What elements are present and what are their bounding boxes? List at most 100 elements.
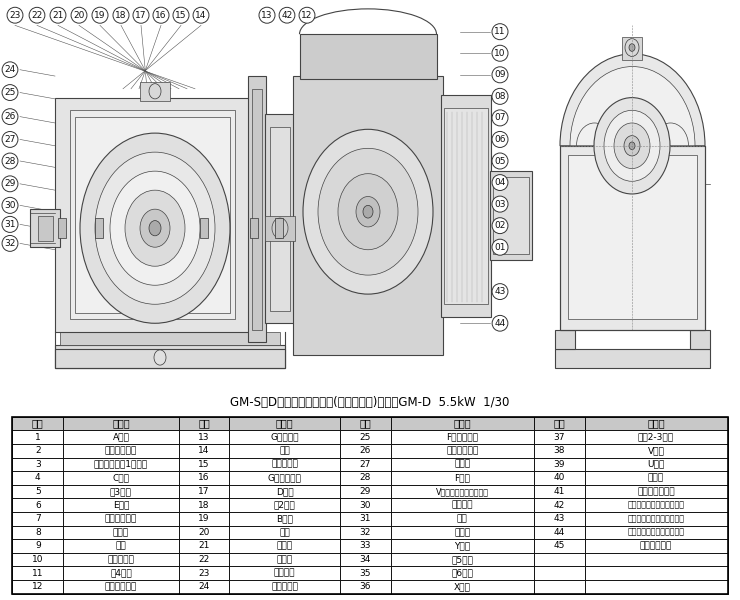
Text: Gブラケット: Gブラケット [268,473,302,482]
FancyBboxPatch shape [391,444,534,458]
Text: 30: 30 [4,201,16,210]
FancyBboxPatch shape [229,566,340,580]
Text: 品番: 品番 [554,419,565,428]
FancyBboxPatch shape [340,444,391,458]
Text: 端子箱: 端子箱 [454,528,471,537]
Text: 22: 22 [198,555,209,564]
Text: 4: 4 [35,473,41,482]
Text: E軸受: E軸受 [112,500,129,509]
Text: D軸受: D軸受 [276,487,294,496]
FancyBboxPatch shape [13,471,63,485]
Text: 13: 13 [261,11,273,20]
Text: 18: 18 [115,11,127,20]
Text: 鋼ワッシャー: 鋼ワッシャー [105,582,137,591]
Text: 18: 18 [198,500,209,509]
FancyBboxPatch shape [178,553,229,566]
FancyBboxPatch shape [391,580,534,593]
Text: 21: 21 [198,541,209,550]
FancyBboxPatch shape [340,458,391,471]
Circle shape [110,171,200,285]
Text: 第3歯車: 第3歯車 [110,487,132,496]
FancyBboxPatch shape [391,553,534,566]
Text: 02: 02 [494,221,505,230]
Circle shape [614,123,650,169]
FancyBboxPatch shape [229,539,340,553]
FancyBboxPatch shape [585,512,727,526]
Text: 30: 30 [360,500,371,509]
Text: 31: 31 [360,514,371,523]
FancyBboxPatch shape [250,218,258,238]
Text: 15: 15 [175,11,186,20]
Text: 08: 08 [494,92,505,101]
Text: 25: 25 [4,88,16,97]
FancyBboxPatch shape [178,444,229,458]
FancyBboxPatch shape [13,553,63,566]
Text: 16: 16 [198,473,209,482]
Text: 12: 12 [32,582,44,591]
FancyBboxPatch shape [13,566,63,580]
FancyBboxPatch shape [178,416,229,430]
FancyBboxPatch shape [58,218,66,238]
FancyBboxPatch shape [13,499,63,512]
FancyBboxPatch shape [560,146,705,329]
Text: 品番: 品番 [198,419,210,428]
Text: Vリング（屋外形のみ）: Vリング（屋外形のみ） [436,487,488,496]
Text: 出力軸: 出力軸 [112,528,129,537]
FancyBboxPatch shape [38,215,53,241]
Text: 給油栓: 給油栓 [648,473,664,482]
FancyBboxPatch shape [534,416,585,430]
FancyBboxPatch shape [178,485,229,499]
Text: 10: 10 [494,49,505,58]
Text: 41: 41 [554,487,565,496]
FancyBboxPatch shape [585,499,727,512]
FancyBboxPatch shape [340,566,391,580]
Text: Gパッキン: Gパッキン [270,433,299,442]
Text: 43: 43 [494,287,505,296]
Text: 24: 24 [198,582,209,591]
FancyBboxPatch shape [534,471,585,485]
FancyBboxPatch shape [13,580,63,593]
Text: 部品名: 部品名 [648,419,665,428]
FancyBboxPatch shape [340,485,391,499]
FancyBboxPatch shape [55,349,285,368]
FancyBboxPatch shape [585,430,727,444]
FancyBboxPatch shape [275,218,283,238]
FancyBboxPatch shape [391,458,534,471]
FancyBboxPatch shape [585,444,727,458]
Text: 44: 44 [494,319,505,328]
Text: 45: 45 [554,541,565,550]
FancyBboxPatch shape [340,471,391,485]
Text: 43: 43 [554,514,565,523]
Text: 17: 17 [135,11,147,20]
Text: 回転子: 回転子 [277,555,293,564]
Circle shape [363,205,373,218]
Text: 第4歯車: 第4歯車 [110,569,132,578]
FancyBboxPatch shape [444,108,488,304]
Text: C軸受: C軸受 [112,473,130,482]
Wedge shape [560,54,705,146]
Text: 32: 32 [4,239,16,248]
Text: 中間ギヤケース: 中間ギヤケース [637,487,675,496]
FancyBboxPatch shape [493,178,529,254]
FancyBboxPatch shape [534,512,585,526]
FancyBboxPatch shape [340,416,391,430]
Text: 03: 03 [494,200,505,209]
FancyBboxPatch shape [568,155,697,319]
FancyBboxPatch shape [200,218,208,238]
Text: 9: 9 [35,541,41,550]
Text: 29: 29 [360,487,371,496]
FancyBboxPatch shape [229,512,340,526]
FancyBboxPatch shape [585,485,727,499]
Text: 部品名: 部品名 [276,419,294,428]
Text: 10: 10 [32,555,44,564]
Text: キー: キー [457,514,468,523]
FancyBboxPatch shape [63,580,178,593]
FancyBboxPatch shape [585,416,727,430]
FancyBboxPatch shape [534,499,585,512]
FancyBboxPatch shape [585,471,727,485]
FancyBboxPatch shape [490,171,532,260]
Circle shape [149,221,161,236]
Text: 部品名: 部品名 [454,419,471,428]
FancyBboxPatch shape [585,458,727,471]
FancyBboxPatch shape [248,76,266,342]
